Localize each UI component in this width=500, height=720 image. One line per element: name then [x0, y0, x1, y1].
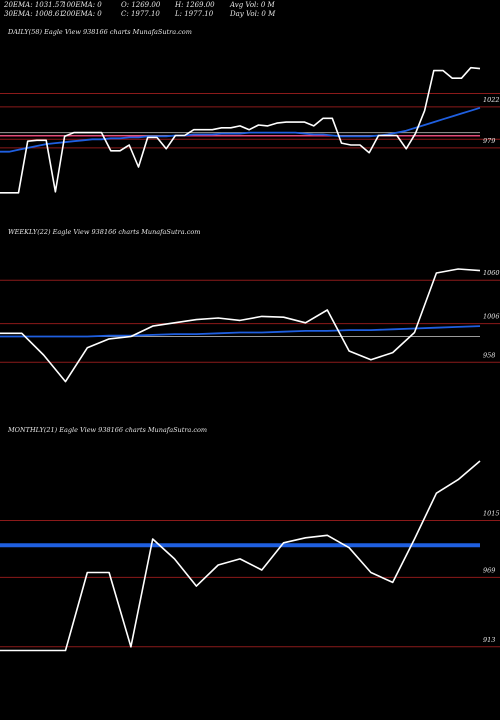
monthly-level-lines	[0, 519, 500, 648]
header-open: O: 1269.00	[121, 1, 161, 9]
daily-panel: DAILY(58) Eagle View 938166 charts Munaf…	[0, 28, 500, 194]
daily-y-ticks: 1022 979	[483, 96, 500, 145]
weekly-series	[0, 268, 481, 383]
y-tick-label: 979	[483, 137, 495, 145]
header: 20EMA: 1031.57 100EMA: 0 O: 1269.00 H: 1…	[3, 1, 276, 18]
header-30ema: 30EMA: 1008.61	[4, 10, 64, 18]
header-100ema: 100EMA: 0	[62, 1, 102, 9]
monthly-y-ticks: 1015 969 913	[483, 509, 500, 643]
y-tick-label: 969	[483, 566, 495, 574]
header-20ema: 20EMA: 1031.57	[3, 1, 64, 9]
price-line	[0, 268, 481, 383]
y-tick-label: 913	[483, 636, 495, 644]
ema-line	[0, 106, 481, 153]
price-line	[0, 66, 481, 194]
daily-panel-title: DAILY(58) Eagle View 938166 charts Munaf…	[7, 28, 192, 36]
y-tick-label: 1022	[483, 96, 500, 104]
price-line	[0, 460, 481, 652]
ema-line	[0, 325, 481, 338]
monthly-panel: MONTHLY(21) Eagle View 938166 charts Mun…	[0, 426, 500, 652]
weekly-y-ticks: 1060 1006 958	[483, 269, 500, 359]
weekly-level-lines	[0, 279, 500, 363]
header-200ema: 200EMA: 0	[61, 10, 102, 18]
weekly-panel-title: WEEKLY(22) Eagle View 938166 charts Muna…	[8, 228, 200, 236]
header-high: H: 1269.00	[174, 1, 215, 9]
weekly-panel: WEEKLY(22) Eagle View 938166 charts Muna…	[0, 228, 500, 383]
y-tick-label: 1060	[483, 269, 500, 277]
header-day-vol: Day Vol: 0 M	[229, 10, 276, 18]
monthly-panel-title: MONTHLY(21) Eagle View 938166 charts Mun…	[7, 426, 207, 434]
y-tick-label: 1006	[483, 313, 500, 321]
y-tick-label: 1015	[483, 509, 500, 517]
header-low: L: 1977.10	[174, 10, 214, 18]
daily-series	[0, 66, 481, 194]
monthly-series	[0, 460, 481, 652]
daily-level-lines	[0, 92, 500, 149]
y-tick-label: 958	[483, 351, 495, 359]
header-avg-vol: Avg Vol: 0 M	[229, 1, 276, 9]
header-close: C: 1977.10	[121, 10, 160, 18]
